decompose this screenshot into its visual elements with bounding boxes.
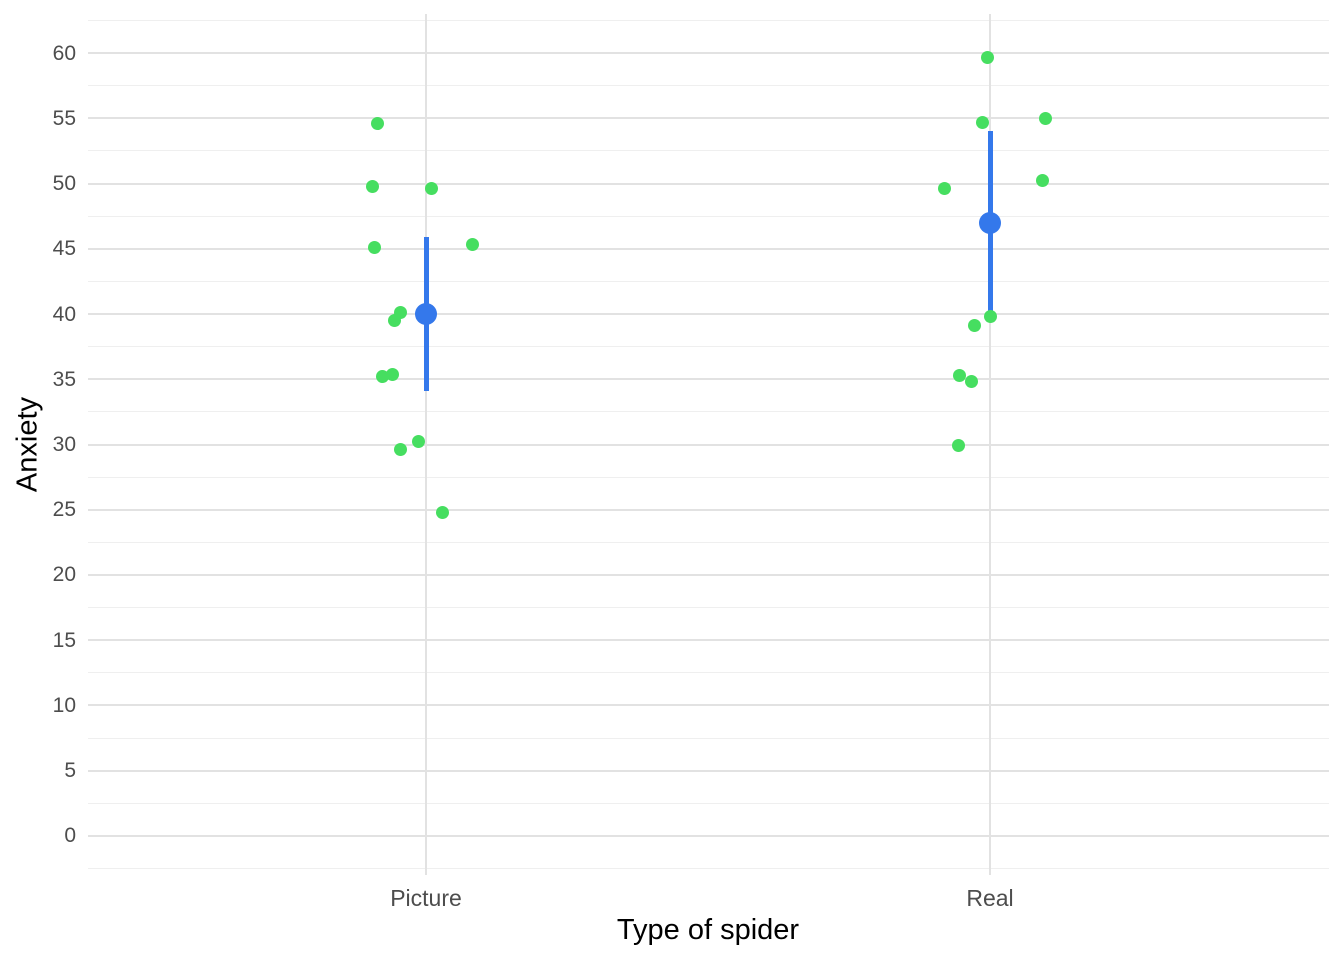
data-point: [967, 319, 981, 333]
data-point: [964, 375, 978, 389]
gridline-major: [88, 704, 1329, 707]
y-tick-label: 15: [52, 628, 76, 652]
y-tick-label: 40: [52, 302, 76, 326]
gridline-minor: [88, 541, 1329, 543]
gridline-major: [88, 247, 1329, 250]
mean-point: [979, 211, 1001, 234]
gridline-minor: [88, 280, 1329, 282]
data-point: [435, 505, 449, 519]
plot-panel: [88, 14, 1329, 875]
data-point: [952, 368, 966, 382]
gridline-category: [989, 14, 991, 875]
gridline-minor: [88, 737, 1329, 739]
gridline-minor: [88, 346, 1329, 348]
gridline-minor: [88, 411, 1329, 413]
data-point: [1035, 174, 1049, 188]
gridline-minor: [88, 867, 1329, 869]
data-point: [385, 367, 399, 381]
data-point: [411, 435, 425, 449]
data-point: [375, 370, 389, 384]
mean-point: [415, 303, 437, 326]
data-point: [393, 306, 407, 320]
gridline-minor: [88, 215, 1329, 217]
gridline-major: [88, 639, 1329, 642]
gridline-minor: [88, 607, 1329, 609]
gridline-major: [88, 313, 1329, 316]
x-axis-title: Type of spider: [616, 913, 800, 946]
gridline-minor: [88, 672, 1329, 674]
data-point: [367, 241, 381, 254]
data-point: [365, 179, 379, 193]
y-tick-label: 10: [52, 693, 76, 717]
y-tick-label: 55: [52, 106, 76, 130]
gridline-major: [88, 378, 1329, 381]
gridline-major: [88, 834, 1329, 837]
y-tick-label: 35: [52, 367, 76, 391]
y-tick-label: 60: [52, 41, 76, 65]
gridline-major: [88, 508, 1329, 511]
gridline-major: [88, 182, 1329, 185]
data-point: [370, 117, 384, 131]
y-axis-title: Anxiety: [11, 396, 44, 492]
data-point: [465, 238, 479, 252]
data-point: [937, 182, 951, 196]
data-point: [975, 115, 989, 129]
y-tick-label: 30: [52, 433, 76, 456]
gridline-major: [88, 117, 1329, 120]
gridline-minor: [88, 802, 1329, 804]
gridline-minor: [88, 150, 1329, 152]
gridline-major: [88, 769, 1329, 772]
y-tick-label: 5: [64, 759, 76, 783]
gridline-minor: [88, 20, 1329, 22]
data-point: [393, 443, 407, 457]
gridline-major: [88, 52, 1329, 55]
gridline-major: [88, 443, 1329, 446]
gridline-major: [88, 573, 1329, 576]
x-tick-label: Real: [966, 884, 1014, 911]
gridline-category: [425, 14, 427, 875]
y-tick-label: 45: [52, 237, 76, 261]
data-point: [951, 439, 965, 453]
gridline-minor: [88, 85, 1329, 87]
data-point: [980, 50, 994, 64]
x-tick-label: Picture: [390, 884, 462, 911]
y-tick-label: 20: [52, 563, 76, 587]
data-point: [424, 182, 438, 196]
data-point: [983, 310, 997, 324]
y-tick-label: 25: [52, 498, 76, 522]
y-tick-label: 50: [52, 172, 76, 196]
data-point: [1038, 111, 1052, 125]
y-tick-label: 0: [64, 824, 76, 848]
gridline-minor: [88, 476, 1329, 478]
